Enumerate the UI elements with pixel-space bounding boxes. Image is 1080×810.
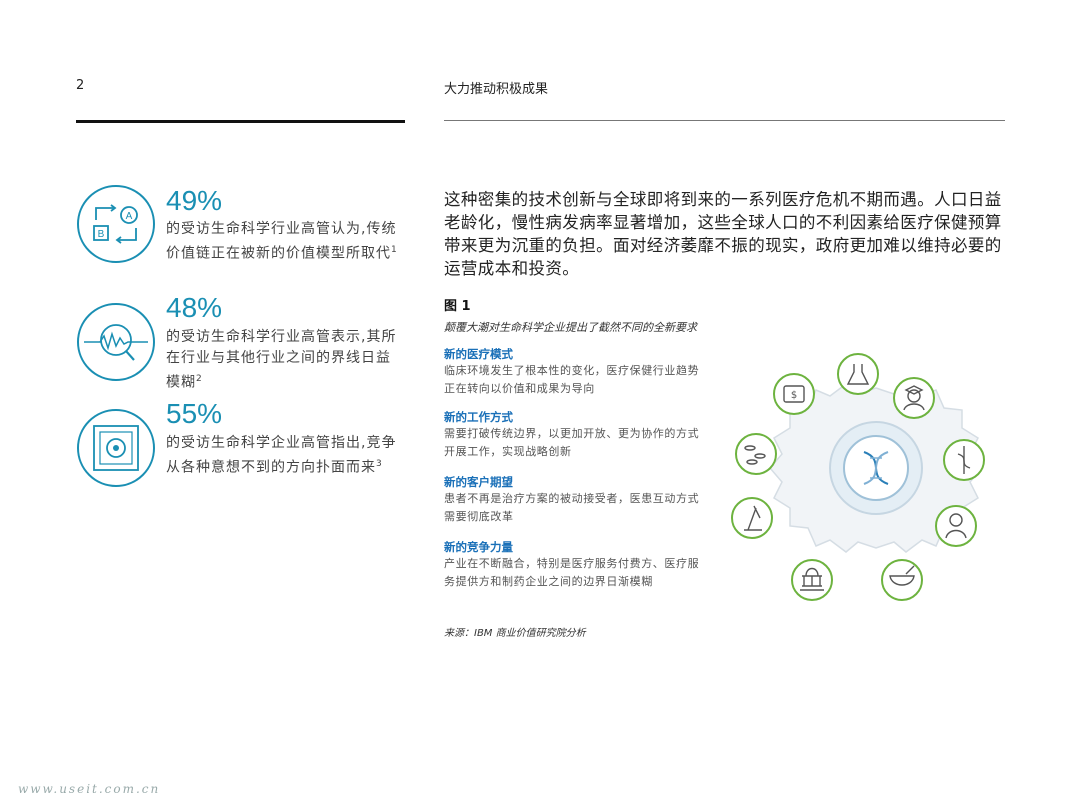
dna-icon: [863, 451, 889, 485]
figure-source: 来源：IBM 商业价值研究院分析: [444, 628, 586, 639]
magnifier-wave-icon: [76, 302, 156, 382]
section-body-2: 需要打破传统边界，以更加开放、更为协作的方式开展工作，实现战略创新: [444, 427, 700, 458]
svg-text:$: $: [791, 390, 797, 401]
mortar-pestle-icon: [881, 559, 923, 601]
footnote-3: 3: [376, 459, 383, 469]
ab-swap-icon: A B: [76, 184, 156, 264]
page-number: 2: [76, 78, 85, 93]
section-heading-3: 新的客户期望: [444, 475, 513, 489]
svg-text:B: B: [98, 229, 105, 240]
section-body-1: 临床环境发生了根本性的变化，医疗保健行业趋势正在转向以价值和成果为导向: [444, 364, 700, 395]
stat-percent-1: 49%: [166, 185, 223, 216]
section-heading-2: 新的工作方式: [444, 410, 513, 424]
section-body-3: 患者不再是治疗方案的被动接受者，医患互动方式需要彻底改革: [444, 492, 700, 523]
header-rule-left: [76, 120, 405, 123]
stat-percent-2: 48%: [166, 292, 223, 323]
graduate-icon: [893, 377, 935, 419]
footnote-1: 1: [391, 245, 398, 255]
header-rule-right: [444, 120, 1005, 121]
stat-text-1: 的受访生命科学行业高管认为,传统价值链正在被新的价值模型所取代1: [166, 221, 398, 262]
watermark: www.useit.com.cn: [18, 782, 161, 796]
stat-text-3: 的受访生命科学企业高管指出,竞争从各种意想不到的方向扑面而来3: [166, 435, 397, 476]
section-body-4: 产业在不断融合，特别是医疗服务付费方、医疗服务提供方和制药企业之间的边界日渐模糊: [444, 557, 700, 588]
target-square-icon: [76, 408, 156, 488]
intro-paragraph: 这种密集的技术创新与全球即将到来的一系列医疗危机不期而遇。人口日益老龄化，慢性病…: [444, 190, 1002, 278]
section-heading-4: 新的竞争力量: [444, 540, 513, 554]
svg-text:A: A: [126, 211, 133, 222]
disruption-gear-diagram: $: [726, 348, 1028, 610]
figure-label: 图 1: [444, 299, 471, 314]
lab-flask-icon: [837, 353, 879, 395]
page-header-title: 大力推动积极成果: [444, 82, 549, 97]
money-icon: [773, 373, 815, 415]
figure-caption: 颠覆大潮对生命科学企业提出了截然不同的全新要求: [444, 321, 697, 334]
footnote-2: 2: [196, 374, 203, 384]
stat-percent-3: 55%: [166, 398, 223, 429]
section-heading-1: 新的医疗模式: [444, 347, 513, 361]
stat-text-2: 的受访生命科学行业高管表示,其所在行业与其他行业之间的界线日益模糊2: [166, 329, 397, 391]
